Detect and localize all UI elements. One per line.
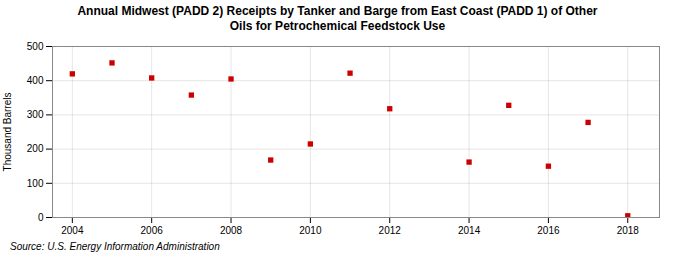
svg-text:300: 300 bbox=[27, 109, 44, 120]
svg-text:2008: 2008 bbox=[220, 225, 243, 236]
svg-text:0: 0 bbox=[38, 212, 44, 223]
svg-text:100: 100 bbox=[27, 178, 44, 189]
svg-text:2010: 2010 bbox=[299, 225, 322, 236]
svg-text:400: 400 bbox=[27, 75, 44, 86]
html-text:Source: U.S. Energy Informatio: Source: U.S. Energy Information Administ… bbox=[10, 241, 220, 252]
svg-text:2016: 2016 bbox=[537, 225, 560, 236]
svg-text:2012: 2012 bbox=[379, 225, 402, 236]
svg-text:2004: 2004 bbox=[61, 225, 84, 236]
svg-text:200: 200 bbox=[27, 143, 44, 154]
svg-text:2014: 2014 bbox=[458, 225, 481, 236]
svg-text:2006: 2006 bbox=[141, 225, 164, 236]
svg-text:Thousand Barrels: Thousand Barrels bbox=[2, 93, 13, 172]
svg-text:500: 500 bbox=[27, 41, 44, 52]
svg-text:2018: 2018 bbox=[617, 225, 640, 236]
html-text:Annual Midwest (PADD 2) Receip: Annual Midwest (PADD 2) Receipts by Tank… bbox=[77, 4, 598, 33]
